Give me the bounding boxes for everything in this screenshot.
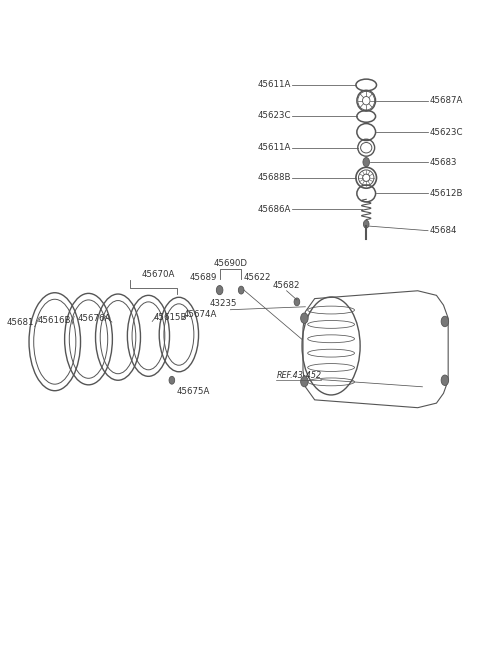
Ellipse shape <box>441 316 449 327</box>
Text: 45623C: 45623C <box>258 112 291 120</box>
Text: 45686A: 45686A <box>258 205 291 214</box>
Text: 45689: 45689 <box>190 274 217 282</box>
Ellipse shape <box>300 313 308 323</box>
Text: 45676A: 45676A <box>78 314 111 323</box>
Ellipse shape <box>300 377 308 387</box>
Text: 45688B: 45688B <box>258 173 291 182</box>
Text: 45623C: 45623C <box>430 127 463 136</box>
Ellipse shape <box>294 298 300 306</box>
Text: 45683: 45683 <box>430 157 457 167</box>
Text: 45684: 45684 <box>430 226 457 235</box>
Ellipse shape <box>363 157 370 167</box>
Ellipse shape <box>169 377 175 384</box>
Text: 45622: 45622 <box>243 274 271 282</box>
Text: 43235: 43235 <box>210 299 237 308</box>
Text: 45690D: 45690D <box>214 259 247 268</box>
Text: 45675A: 45675A <box>177 387 210 396</box>
Ellipse shape <box>441 375 449 386</box>
Text: 45612B: 45612B <box>430 189 463 198</box>
Text: 45611A: 45611A <box>258 80 291 89</box>
Ellipse shape <box>239 286 244 294</box>
Ellipse shape <box>216 285 223 295</box>
Text: 45674A: 45674A <box>183 310 217 319</box>
Text: 45670A: 45670A <box>142 270 175 279</box>
Text: 45611A: 45611A <box>258 142 291 152</box>
Text: REF.43-452: REF.43-452 <box>276 371 322 380</box>
Text: 45682: 45682 <box>273 281 300 290</box>
Text: 45616B: 45616B <box>37 316 71 325</box>
Text: 45687A: 45687A <box>430 96 463 105</box>
Text: 45681: 45681 <box>6 318 34 327</box>
Text: 45615B: 45615B <box>153 313 187 322</box>
Ellipse shape <box>363 220 369 228</box>
